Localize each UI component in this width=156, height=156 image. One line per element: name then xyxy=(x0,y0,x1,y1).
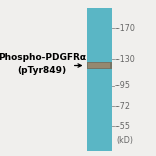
Bar xyxy=(87,62,112,69)
Text: --130: --130 xyxy=(115,55,135,64)
Text: Phospho-PDGFRα: Phospho-PDGFRα xyxy=(0,53,86,62)
Text: (pTyr849): (pTyr849) xyxy=(18,66,67,75)
Text: --170: --170 xyxy=(115,24,136,33)
Text: --72: --72 xyxy=(115,102,131,111)
Bar xyxy=(87,8,112,151)
Text: --95: --95 xyxy=(115,81,131,90)
Bar xyxy=(88,63,110,68)
Text: (kD): (kD) xyxy=(116,136,133,145)
Text: --55: --55 xyxy=(115,122,131,131)
